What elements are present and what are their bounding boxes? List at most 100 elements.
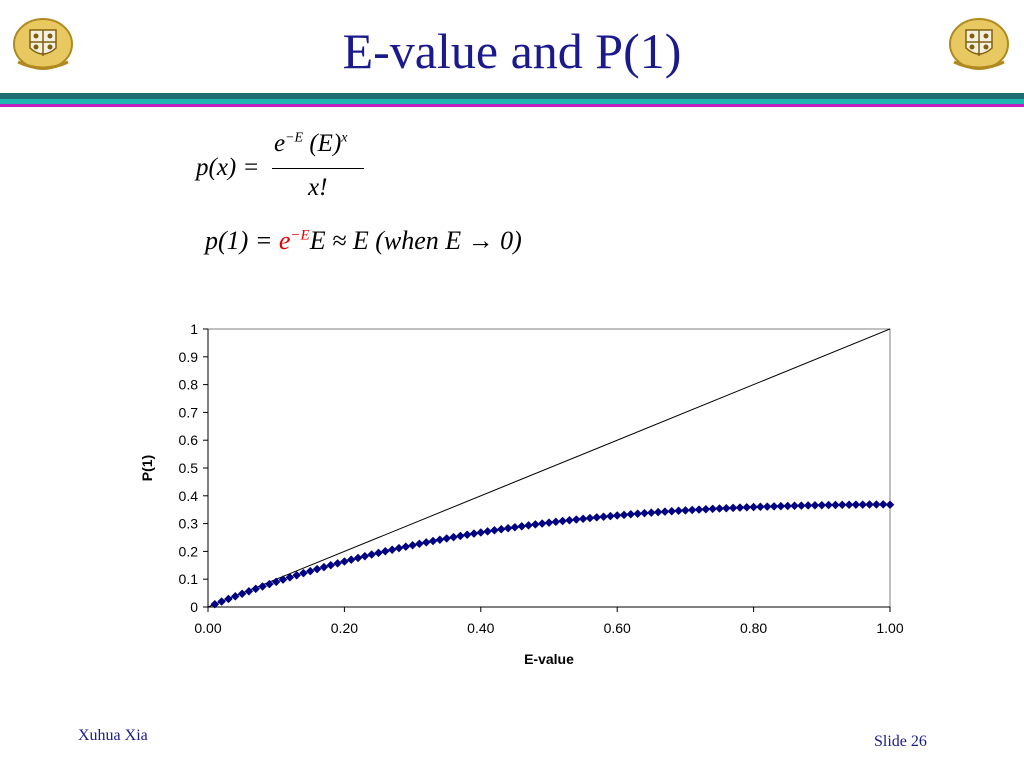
data-point	[374, 548, 383, 558]
data-point	[360, 551, 370, 561]
data-point	[687, 505, 697, 515]
data-point	[524, 520, 533, 530]
data-point	[292, 570, 302, 580]
data-point	[415, 539, 424, 549]
x-tick-label: 0.60	[604, 620, 631, 636]
data-point	[510, 522, 520, 532]
data-point	[626, 509, 636, 519]
data-point	[810, 500, 820, 510]
data-point	[319, 562, 329, 572]
y-tick-label: 0.9	[179, 349, 199, 365]
data-point	[749, 502, 758, 512]
y-tick-label: 0.6	[179, 432, 199, 448]
data-point	[660, 507, 670, 516]
data-point	[558, 516, 567, 526]
data-point	[517, 521, 527, 531]
data-point	[728, 503, 738, 513]
data-point	[312, 564, 322, 574]
p1-approximation-formula: p(1) = e−EE ≈ E (when E → 0)	[205, 226, 522, 255]
data-point	[496, 524, 506, 534]
data-point	[503, 523, 513, 533]
data-point	[544, 518, 554, 528]
y-tick-label: 0.1	[179, 571, 199, 587]
y-tick-label: 1	[190, 321, 198, 337]
data-point	[333, 558, 342, 568]
data-point	[537, 519, 547, 528]
x-tick-label: 0.80	[740, 620, 767, 636]
data-point	[633, 509, 643, 519]
data-point	[578, 514, 588, 524]
formula-lhs: p(x) =	[196, 154, 260, 181]
data-point	[844, 500, 854, 510]
data-point	[674, 506, 683, 516]
data-point	[735, 503, 745, 512]
y-tick-label: 0.2	[179, 543, 199, 559]
data-point	[715, 504, 724, 513]
data-point	[681, 506, 690, 515]
x-tick-label: 0.40	[467, 620, 494, 636]
data-point	[265, 579, 274, 589]
data-point	[571, 515, 581, 524]
data-point	[599, 512, 608, 522]
data-point	[217, 597, 226, 606]
x-tick-label: 0.20	[331, 620, 358, 636]
data-point	[462, 530, 472, 540]
y-tick-label: 0.4	[179, 488, 199, 504]
data-point	[551, 517, 561, 527]
data-point	[783, 501, 793, 511]
data-point	[762, 502, 772, 511]
data-point	[285, 573, 295, 582]
data-point	[708, 504, 718, 514]
data-point	[817, 500, 827, 510]
formula-numerator: e−E (E)x	[274, 130, 348, 157]
data-point	[469, 529, 479, 538]
data-point	[872, 500, 881, 509]
data-point	[326, 560, 336, 570]
data-point	[210, 599, 220, 609]
data-point	[401, 542, 411, 552]
data-point	[251, 584, 261, 594]
data-point	[878, 500, 888, 509]
data-point	[742, 502, 752, 512]
data-point	[756, 502, 765, 512]
data-point	[449, 532, 458, 542]
data-point	[353, 553, 363, 563]
data-point	[230, 591, 240, 601]
y-axis-label: P(1)	[139, 455, 155, 481]
data-point	[592, 513, 602, 522]
data-point	[865, 500, 874, 509]
data-point	[435, 535, 445, 545]
data-point	[367, 550, 377, 559]
reference-line-y-equals-x	[207, 328, 891, 608]
data-point	[305, 566, 315, 576]
x-tick-label: 0.00	[194, 620, 221, 636]
data-point	[442, 534, 452, 543]
header-divider-dark	[0, 93, 1024, 99]
data-point	[796, 501, 806, 510]
data-point	[831, 500, 840, 510]
data-point	[803, 501, 813, 510]
data-point	[694, 505, 704, 514]
data-point	[421, 538, 431, 547]
poisson-formula: p(x) = e−E (E)x x!	[196, 130, 376, 205]
formula-denominator: x!	[308, 174, 328, 201]
data-point	[237, 589, 247, 599]
data-point	[858, 500, 868, 509]
x-tick-label: 1.00	[876, 620, 903, 636]
data-point	[271, 577, 281, 587]
data-point	[340, 557, 349, 566]
evalue-p1-chart: 0 0.1 0.2 0.3 0.4 0.5 0.6 0.7 0.8 0.9 1 0.00 0.20 0.4…	[139, 321, 904, 667]
slide-title: E-value and P(1)	[342, 23, 682, 79]
data-point	[646, 508, 656, 518]
data-point	[653, 507, 663, 517]
data-point	[667, 506, 677, 516]
data-point	[776, 501, 786, 511]
data-point	[455, 531, 465, 541]
data-point	[394, 543, 404, 553]
chart-ticks: 0 0.1 0.2 0.3 0.4 0.5 0.6 0.7 0.8 0.9 1 0.00 0.20 0.4…	[179, 321, 904, 636]
data-point	[565, 515, 574, 525]
highlighted-exponential: e−E	[278, 226, 310, 255]
data-point	[258, 582, 267, 591]
data-point	[824, 500, 833, 510]
y-tick-label: 0.7	[179, 404, 199, 420]
